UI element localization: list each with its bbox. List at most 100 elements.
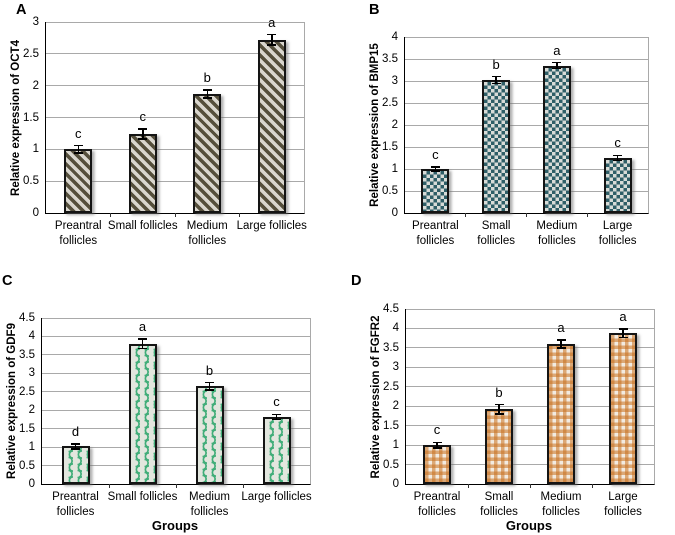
significance-letter: a <box>268 14 276 30</box>
y-tick-label: 3 <box>32 16 39 28</box>
y-tick-label: 0 <box>28 478 35 490</box>
significance-letter: a <box>557 320 565 336</box>
significance-letter: b <box>205 362 214 378</box>
error-bar <box>556 62 558 69</box>
error-bar-cap <box>267 33 277 36</box>
y-tick-label: 3 <box>392 361 399 374</box>
category-axis-tick <box>175 484 177 488</box>
error-bar <box>495 76 497 84</box>
plot-area: 0 0.5 1 1.5 2 2.5 3 3.5 4 c Preantral follicles b Sm… <box>382 31 649 247</box>
error-bar-cap <box>267 44 277 46</box>
y-axis-title: Relative expression of BMP15 <box>369 43 381 207</box>
gridline <box>42 391 310 393</box>
y-axis-title: Relative expression of FGFR2 <box>370 315 382 478</box>
gridline <box>46 148 304 150</box>
category-label: Medium follicles <box>186 220 228 247</box>
gridline <box>42 465 310 467</box>
category-axis-tick <box>108 484 110 488</box>
error-bar <box>271 34 273 45</box>
error-bar-cap <box>138 347 147 350</box>
y-tick-label: 2 <box>32 79 39 92</box>
panel-label: A <box>16 2 27 18</box>
error-bar-cap <box>73 144 83 147</box>
error-bar <box>622 328 624 338</box>
error-bar-cap <box>556 347 566 349</box>
category-label: Small follicles <box>480 491 518 518</box>
gridline <box>405 168 648 170</box>
y-tick-label: 0 <box>391 207 398 219</box>
error-bar <box>206 90 208 98</box>
gridline <box>405 102 648 104</box>
error-bar-cap <box>71 443 80 445</box>
y-tick-label: 4 <box>392 322 399 335</box>
y-tick-label: 4 <box>391 31 398 43</box>
bar <box>193 93 222 213</box>
y-tick-label: 0 <box>32 207 39 219</box>
error-bar <box>208 382 211 390</box>
significance-letter: a <box>553 42 561 58</box>
error-bar-cap <box>272 413 281 416</box>
bar <box>64 149 93 213</box>
gridline <box>405 36 648 38</box>
error-bar <box>141 339 144 349</box>
category-axis-tick <box>239 213 240 217</box>
category-axis-tick <box>591 484 593 488</box>
panel-label: D <box>351 273 362 289</box>
error-bar-cap <box>205 389 214 391</box>
category-axis-tick <box>110 213 111 217</box>
error-bar-cap <box>138 138 148 140</box>
bar <box>547 344 575 484</box>
y-tick-label: 2 <box>392 400 399 413</box>
error-bar-cap <box>494 403 504 406</box>
error-bar-cap <box>202 97 212 99</box>
error-bar <box>77 145 79 154</box>
y-tick-label: 2.5 <box>383 380 399 393</box>
gridline <box>406 405 654 407</box>
y-tick-label: 1.5 <box>23 111 39 124</box>
gridline <box>46 180 304 182</box>
category-axis-tick <box>526 213 527 217</box>
gridline <box>46 117 304 118</box>
y-tick-label: 1 <box>32 143 39 156</box>
error-bar-cap <box>432 441 442 444</box>
gridline <box>406 347 654 349</box>
category-label: Small follicles <box>107 220 178 232</box>
significance-letter: c <box>75 125 82 141</box>
significance-letter: c <box>614 135 621 151</box>
y-tick-label: 1.5 <box>19 422 35 435</box>
gridline <box>46 53 304 55</box>
panel-label: C <box>2 273 13 289</box>
significance-letter: b <box>492 56 500 72</box>
category-label: Preantral follicles <box>413 491 461 518</box>
x-axis-title: Groups <box>151 518 199 533</box>
significance-letter: c <box>139 108 147 124</box>
error-bar-cap <box>138 338 147 340</box>
y-tick-label: 4.5 <box>383 303 399 315</box>
bar <box>609 333 637 484</box>
y-tick-label: 2.5 <box>382 97 398 109</box>
y-tick-label: 1 <box>28 441 35 454</box>
gridline <box>406 308 654 310</box>
panel-label: B <box>369 2 380 18</box>
category-label: Medium follicles <box>189 491 230 518</box>
error-bar-cap <box>494 413 504 415</box>
plot-area: 0 0.5 1 1.5 2 2.5 3 3.5 4 4.5 d Preantral follicles… <box>19 312 312 518</box>
significance-letter: a <box>619 308 627 324</box>
category-label: Preantral follicles <box>412 220 459 247</box>
y-tick-label: 3 <box>28 367 35 380</box>
y-tick-label: 3.5 <box>382 53 398 65</box>
category-label: Medium follicles <box>536 220 578 247</box>
category-axis-tick <box>465 213 467 217</box>
gridline <box>42 428 310 430</box>
error-bar-cap <box>491 82 501 85</box>
y-tick-label: 0.5 <box>383 458 399 471</box>
bar <box>262 416 291 484</box>
error-bar-cap <box>202 89 212 91</box>
gridline <box>406 366 654 368</box>
error-bar <box>275 414 278 420</box>
gridline <box>406 425 654 427</box>
error-bar-cap <box>71 448 80 450</box>
category-label: Preantral follicles <box>54 220 102 247</box>
bar <box>195 386 224 484</box>
error-bar-cap <box>432 447 442 449</box>
